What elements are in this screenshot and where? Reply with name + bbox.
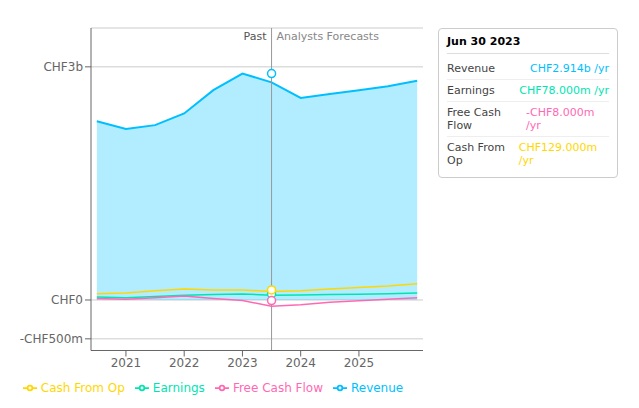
html-text:Revenue: Revenue <box>447 62 495 75</box>
html-text:CHF2.914b /yr: CHF2.914b /yr <box>530 62 609 75</box>
html-text:Jun 30 2023: Jun 30 2023 <box>447 35 521 48</box>
svg-text:2023: 2023 <box>227 356 258 370</box>
html-text:Revenue: Revenue <box>351 380 404 395</box>
svg-text:2024: 2024 <box>285 356 316 370</box>
html-text:Free Cash Flow: Free Cash Flow <box>232 380 323 395</box>
svg-text:CHF3b: CHF3b <box>43 60 83 74</box>
html-text:-CHF8.000m /yr: -CHF8.000m /yr <box>526 106 595 132</box>
svg-text:CHF0: CHF0 <box>51 293 83 307</box>
svg-text:Past: Past <box>244 30 268 43</box>
html-text:Cash From Op: Cash From Op <box>447 141 505 167</box>
html-text:Free Cash Flow: Free Cash Flow <box>447 106 501 132</box>
html-text:CHF78.000m /yr: CHF78.000m /yr <box>519 84 609 97</box>
html-text:Cash From Op: Cash From Op <box>40 380 125 395</box>
html-text:Earnings: Earnings <box>447 84 495 97</box>
svg-text:Analysts Forecasts: Analysts Forecasts <box>277 30 380 43</box>
svg-text:-CHF500m: -CHF500m <box>20 332 83 346</box>
svg-text:2025: 2025 <box>344 356 375 370</box>
html-text:Earnings: Earnings <box>152 380 205 395</box>
html-text:CHF129.000m /yr: CHF129.000m /yr <box>518 141 598 167</box>
svg-text:2022: 2022 <box>169 356 200 370</box>
svg-text:2021: 2021 <box>111 356 142 370</box>
